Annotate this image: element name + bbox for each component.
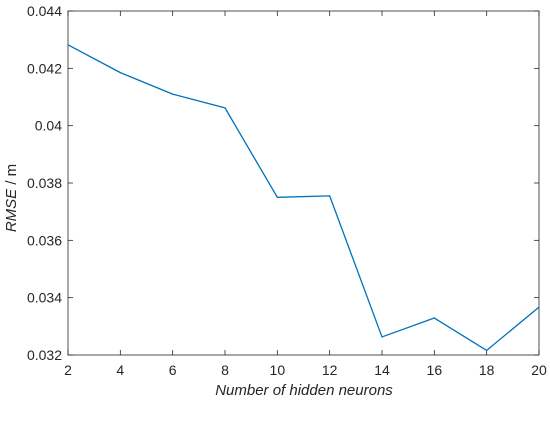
data-point [538, 306, 540, 308]
x-tick-label: 6 [169, 362, 177, 378]
y-tick-label: 0.044 [27, 3, 62, 19]
data-point [276, 196, 278, 198]
y-tick-label: 0.036 [27, 232, 62, 248]
y-tick-label: 0.038 [27, 175, 62, 191]
x-tick-label: 10 [270, 362, 286, 378]
x-axis-ticks: 2 4 6 8 10 12 14 16 18 20 [64, 11, 547, 378]
x-tick-label: 14 [374, 362, 390, 378]
x-tick-label: 12 [322, 362, 338, 378]
y-axis-title: RMSE / m [3, 164, 20, 232]
y-tick-label: 0.034 [27, 290, 62, 306]
x-tick-label: 2 [64, 362, 72, 378]
x-tick-label: 4 [116, 362, 124, 378]
data-point [486, 349, 488, 352]
series-layer [67, 44, 540, 352]
y-tick-label: 0.042 [27, 60, 62, 76]
y-axis-title-quantity: RMSE [3, 188, 20, 232]
data-point [67, 44, 69, 46]
y-tick-label: 0.032 [27, 347, 62, 363]
x-tick-label: 8 [221, 362, 229, 378]
data-point [119, 72, 121, 74]
data-point [172, 93, 174, 95]
x-tick-label: 20 [531, 362, 547, 378]
data-point [224, 107, 226, 109]
plot-area [67, 10, 540, 356]
data-point [433, 317, 435, 319]
y-tick-label: 0.04 [35, 118, 62, 134]
x-tick-label: 16 [427, 362, 443, 378]
x-tick-label: 18 [479, 362, 495, 378]
plot-frame [67, 10, 540, 356]
data-point [329, 195, 331, 197]
y-axis-ticks: 0.032 0.034 0.036 0.038 0.04 0.042 0.044 [27, 3, 539, 363]
x-axis-title: Number of hidden neurons [215, 382, 393, 399]
y-axis-title-unit: / m [3, 164, 20, 189]
series-line [67, 44, 540, 352]
data-point [381, 336, 383, 338]
